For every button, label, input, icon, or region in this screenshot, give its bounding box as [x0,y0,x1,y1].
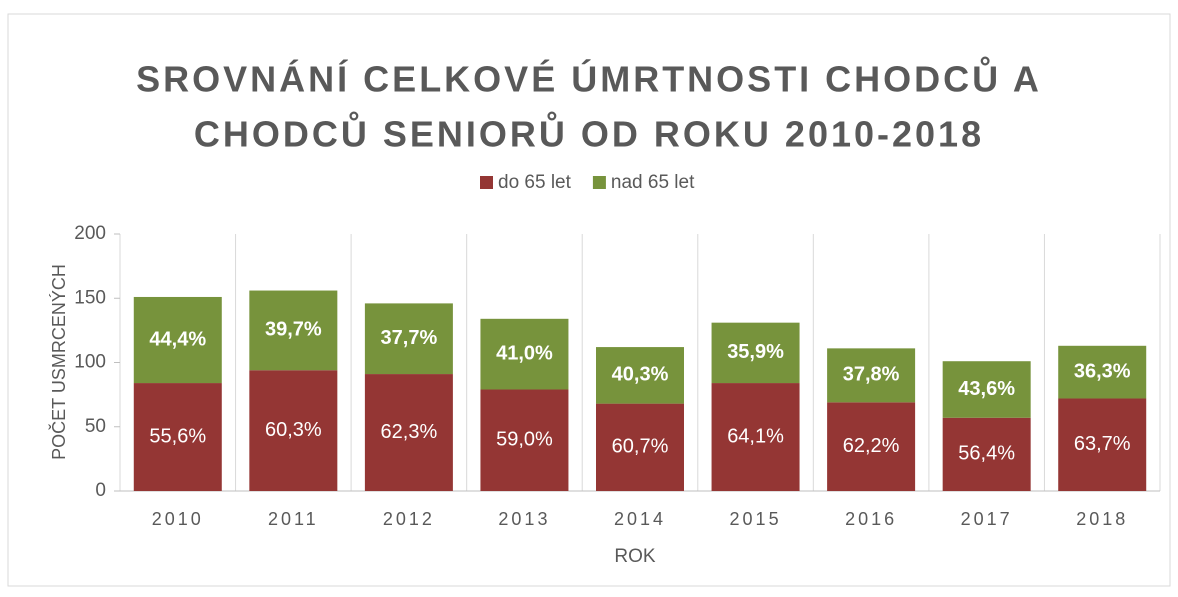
x-tick-label: 2018 [1076,509,1128,529]
bar-segment [827,402,916,491]
bar-segment [364,374,453,491]
x-tick-label: 2015 [730,509,782,529]
share-label: 36,3% [1074,360,1131,382]
y-tick-label: 50 [85,416,106,437]
share-label: 62,3% [381,421,438,443]
y-axis-label: POČET USMRCENÝCH [48,264,69,460]
legend-label: nad 65 let [611,172,695,193]
share-label: 37,7% [381,327,438,349]
x-tick-label: 2013 [498,509,550,529]
bar-segment [480,318,569,390]
bar-segment [711,322,800,384]
share-label: 63,7% [1074,433,1131,455]
share-label: 39,7% [265,319,322,341]
bar-segment [596,403,684,491]
share-label: 37,8% [843,364,900,386]
bar-segment [133,296,222,384]
share-label: 40,3% [612,364,669,386]
x-tick-label: 2010 [152,509,204,529]
share-label: 56,4% [958,443,1015,465]
legend-label: do 65 let [498,172,572,193]
x-axis-label: ROK [614,546,656,567]
x-tick-label: 2016 [845,509,897,529]
share-label: 64,1% [727,425,784,447]
share-label: 62,2% [843,435,900,457]
share-label: 44,4% [149,328,206,350]
bar-segment [1058,398,1147,491]
y-tick-label: 0 [95,480,106,501]
x-tick-label: 2014 [614,509,666,529]
share-label: 60,3% [265,419,322,441]
bar-segment [711,383,800,491]
x-tick-label: 2012 [383,509,435,529]
bar-segment [942,361,1031,418]
bar-segment [364,303,453,375]
bar-segment [1058,345,1147,399]
bar-segment [596,347,684,404]
bar-segment [133,383,222,491]
chart-title: SROVNÁNÍ CELKOVÉ ÚMRTNOSTI CHODCŮ A [136,55,1042,100]
legend-swatch [480,176,493,189]
share-label: 59,0% [496,429,553,451]
bar-segment [249,290,338,371]
bar-segment [827,348,916,403]
x-tick-label: 2011 [268,509,319,529]
x-tick-label: 2017 [961,509,1013,529]
bar-segment [480,389,569,491]
share-label: 55,6% [149,425,206,447]
chart-subtitle: CHODCŮ SENIORŮ OD ROKU 2010-2018 [194,110,984,155]
bar-segment [942,417,1031,491]
bar-segment [249,370,338,491]
legend-swatch [592,176,606,189]
y-tick-label: 100 [74,352,106,373]
share-label: 60,7% [612,436,669,458]
share-label: 35,9% [727,341,784,363]
y-tick-label: 200 [74,223,106,244]
share-label: 43,6% [958,378,1015,400]
y-tick-label: 150 [74,287,106,308]
share-label: 41,0% [496,342,553,364]
